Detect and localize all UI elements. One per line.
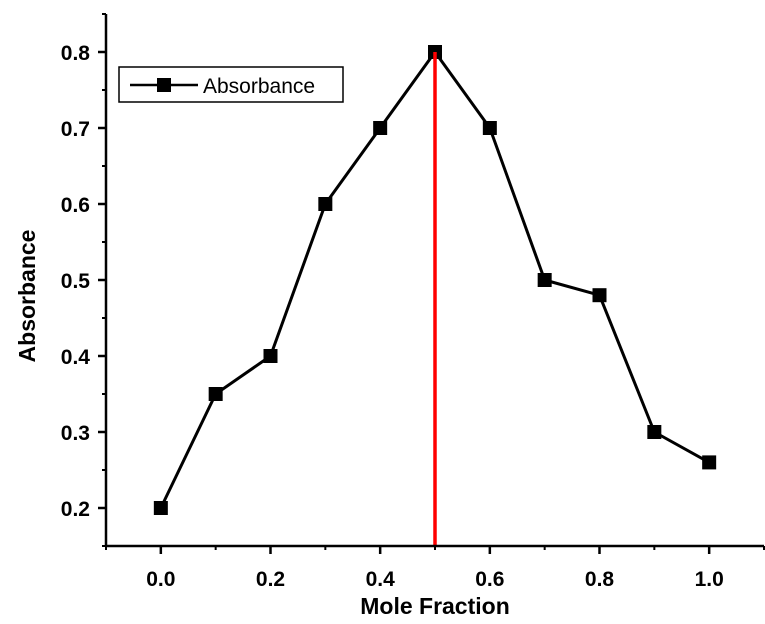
y-tick-label: 0.4 <box>61 346 91 369</box>
data-point-marker <box>153 501 168 515</box>
y-tick-label: 0.8 <box>61 42 91 65</box>
x-tick-label: 0.8 <box>585 568 615 591</box>
y-tick-label: 0.3 <box>61 422 90 445</box>
x-tick-label: 0.4 <box>366 568 396 591</box>
x-tick-labels: 0.0 0.2 0.4 0.6 0.8 1.0 <box>146 568 724 591</box>
x-tick-label: 1.0 <box>695 568 724 591</box>
y-tick-label: 0.5 <box>61 270 91 293</box>
x-tick-label: 0.0 <box>146 568 175 591</box>
y-tick-label: 0.7 <box>61 118 90 141</box>
major-ticks <box>98 50 711 554</box>
y-axis-title: Absorbance <box>14 230 40 363</box>
data-point-marker <box>592 288 607 303</box>
y-tick-labels: 0.2 0.3 0.4 0.5 0.6 0.7 0.8 <box>61 42 91 521</box>
markers-layer <box>153 45 717 515</box>
x-axis-title: Mole Fraction <box>360 593 510 619</box>
data-point-marker <box>263 349 278 363</box>
data-point-marker <box>482 121 497 135</box>
x-tick-label: 0.6 <box>475 568 504 591</box>
y-tick-label: 0.6 <box>61 194 90 217</box>
data-point-marker <box>702 455 717 470</box>
legend-square-marker-icon <box>157 78 171 92</box>
x-tick-label: 0.2 <box>256 568 285 591</box>
data-point-marker <box>208 387 223 401</box>
data-point-marker <box>373 121 388 135</box>
y-tick-label: 0.2 <box>61 498 90 521</box>
data-point-marker <box>318 197 333 211</box>
data-point-marker <box>647 425 662 439</box>
data-point-marker <box>537 273 552 287</box>
legend: Absorbance <box>118 66 344 103</box>
legend-label: Absorbance <box>203 75 315 98</box>
